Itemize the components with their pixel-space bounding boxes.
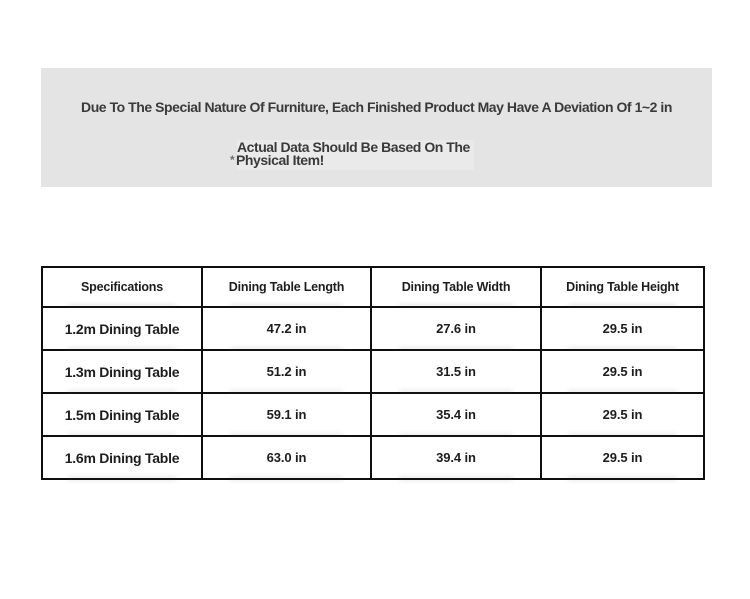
height-cell: 29.5 in — [540, 435, 705, 480]
width-cell: 27.6 in — [370, 306, 542, 351]
width-cell: 31.5 in — [370, 349, 542, 394]
spec-cell: 1.6m Dining Table — [41, 435, 203, 480]
spec-cell: 1.3m Dining Table — [41, 349, 203, 394]
length-cell: 51.2 in — [201, 349, 372, 394]
header-table-width: Dining Table Width — [370, 266, 542, 308]
table-row: 1.5m Dining Table 59.1 in 35.4 in 29.5 i… — [41, 392, 705, 437]
banner-subnote: Actual Data Should Be Based On The * Phys… — [230, 139, 474, 170]
width-cell: 35.4 in — [370, 392, 542, 437]
length-cell: 47.2 in — [201, 306, 372, 351]
banner-line1: Due To The Special Nature Of Furniture, … — [81, 99, 672, 115]
header-specifications: Specifications — [41, 266, 203, 308]
table-row: 1.2m Dining Table 47.2 in 27.6 in 29.5 i… — [41, 306, 705, 351]
height-cell: 29.5 in — [540, 306, 705, 351]
length-cell: 63.0 in — [201, 435, 372, 480]
table-row: 1.3m Dining Table 51.2 in 31.5 in 29.5 i… — [41, 349, 705, 394]
table-header-row: Specifications Dining Table Length Dinin… — [41, 266, 705, 308]
spec-cell: 1.2m Dining Table — [41, 306, 203, 351]
height-cell: 29.5 in — [540, 349, 705, 394]
width-cell: 39.4 in — [370, 435, 542, 480]
spec-table: Specifications Dining Table Length Dinin… — [41, 266, 705, 480]
banner-line3: * Physical Item! — [230, 152, 324, 168]
size-chart-section: Specifications Dining Table Length Dinin… — [41, 266, 705, 480]
height-cell: 29.5 in — [540, 392, 705, 437]
banner-line2: Actual Data Should Be Based On The — [237, 139, 470, 155]
header-table-length: Dining Table Length — [201, 266, 372, 308]
length-cell: 59.1 in — [201, 392, 372, 437]
notice-banner: Due To The Special Nature Of Furniture, … — [41, 68, 712, 187]
table-row: 1.6m Dining Table 63.0 in 39.4 in 29.5 i… — [41, 435, 705, 480]
header-table-height: Dining Table Height — [540, 266, 705, 308]
spec-cell: 1.5m Dining Table — [41, 392, 203, 437]
banner-line3-text: Physical Item! — [236, 152, 324, 168]
